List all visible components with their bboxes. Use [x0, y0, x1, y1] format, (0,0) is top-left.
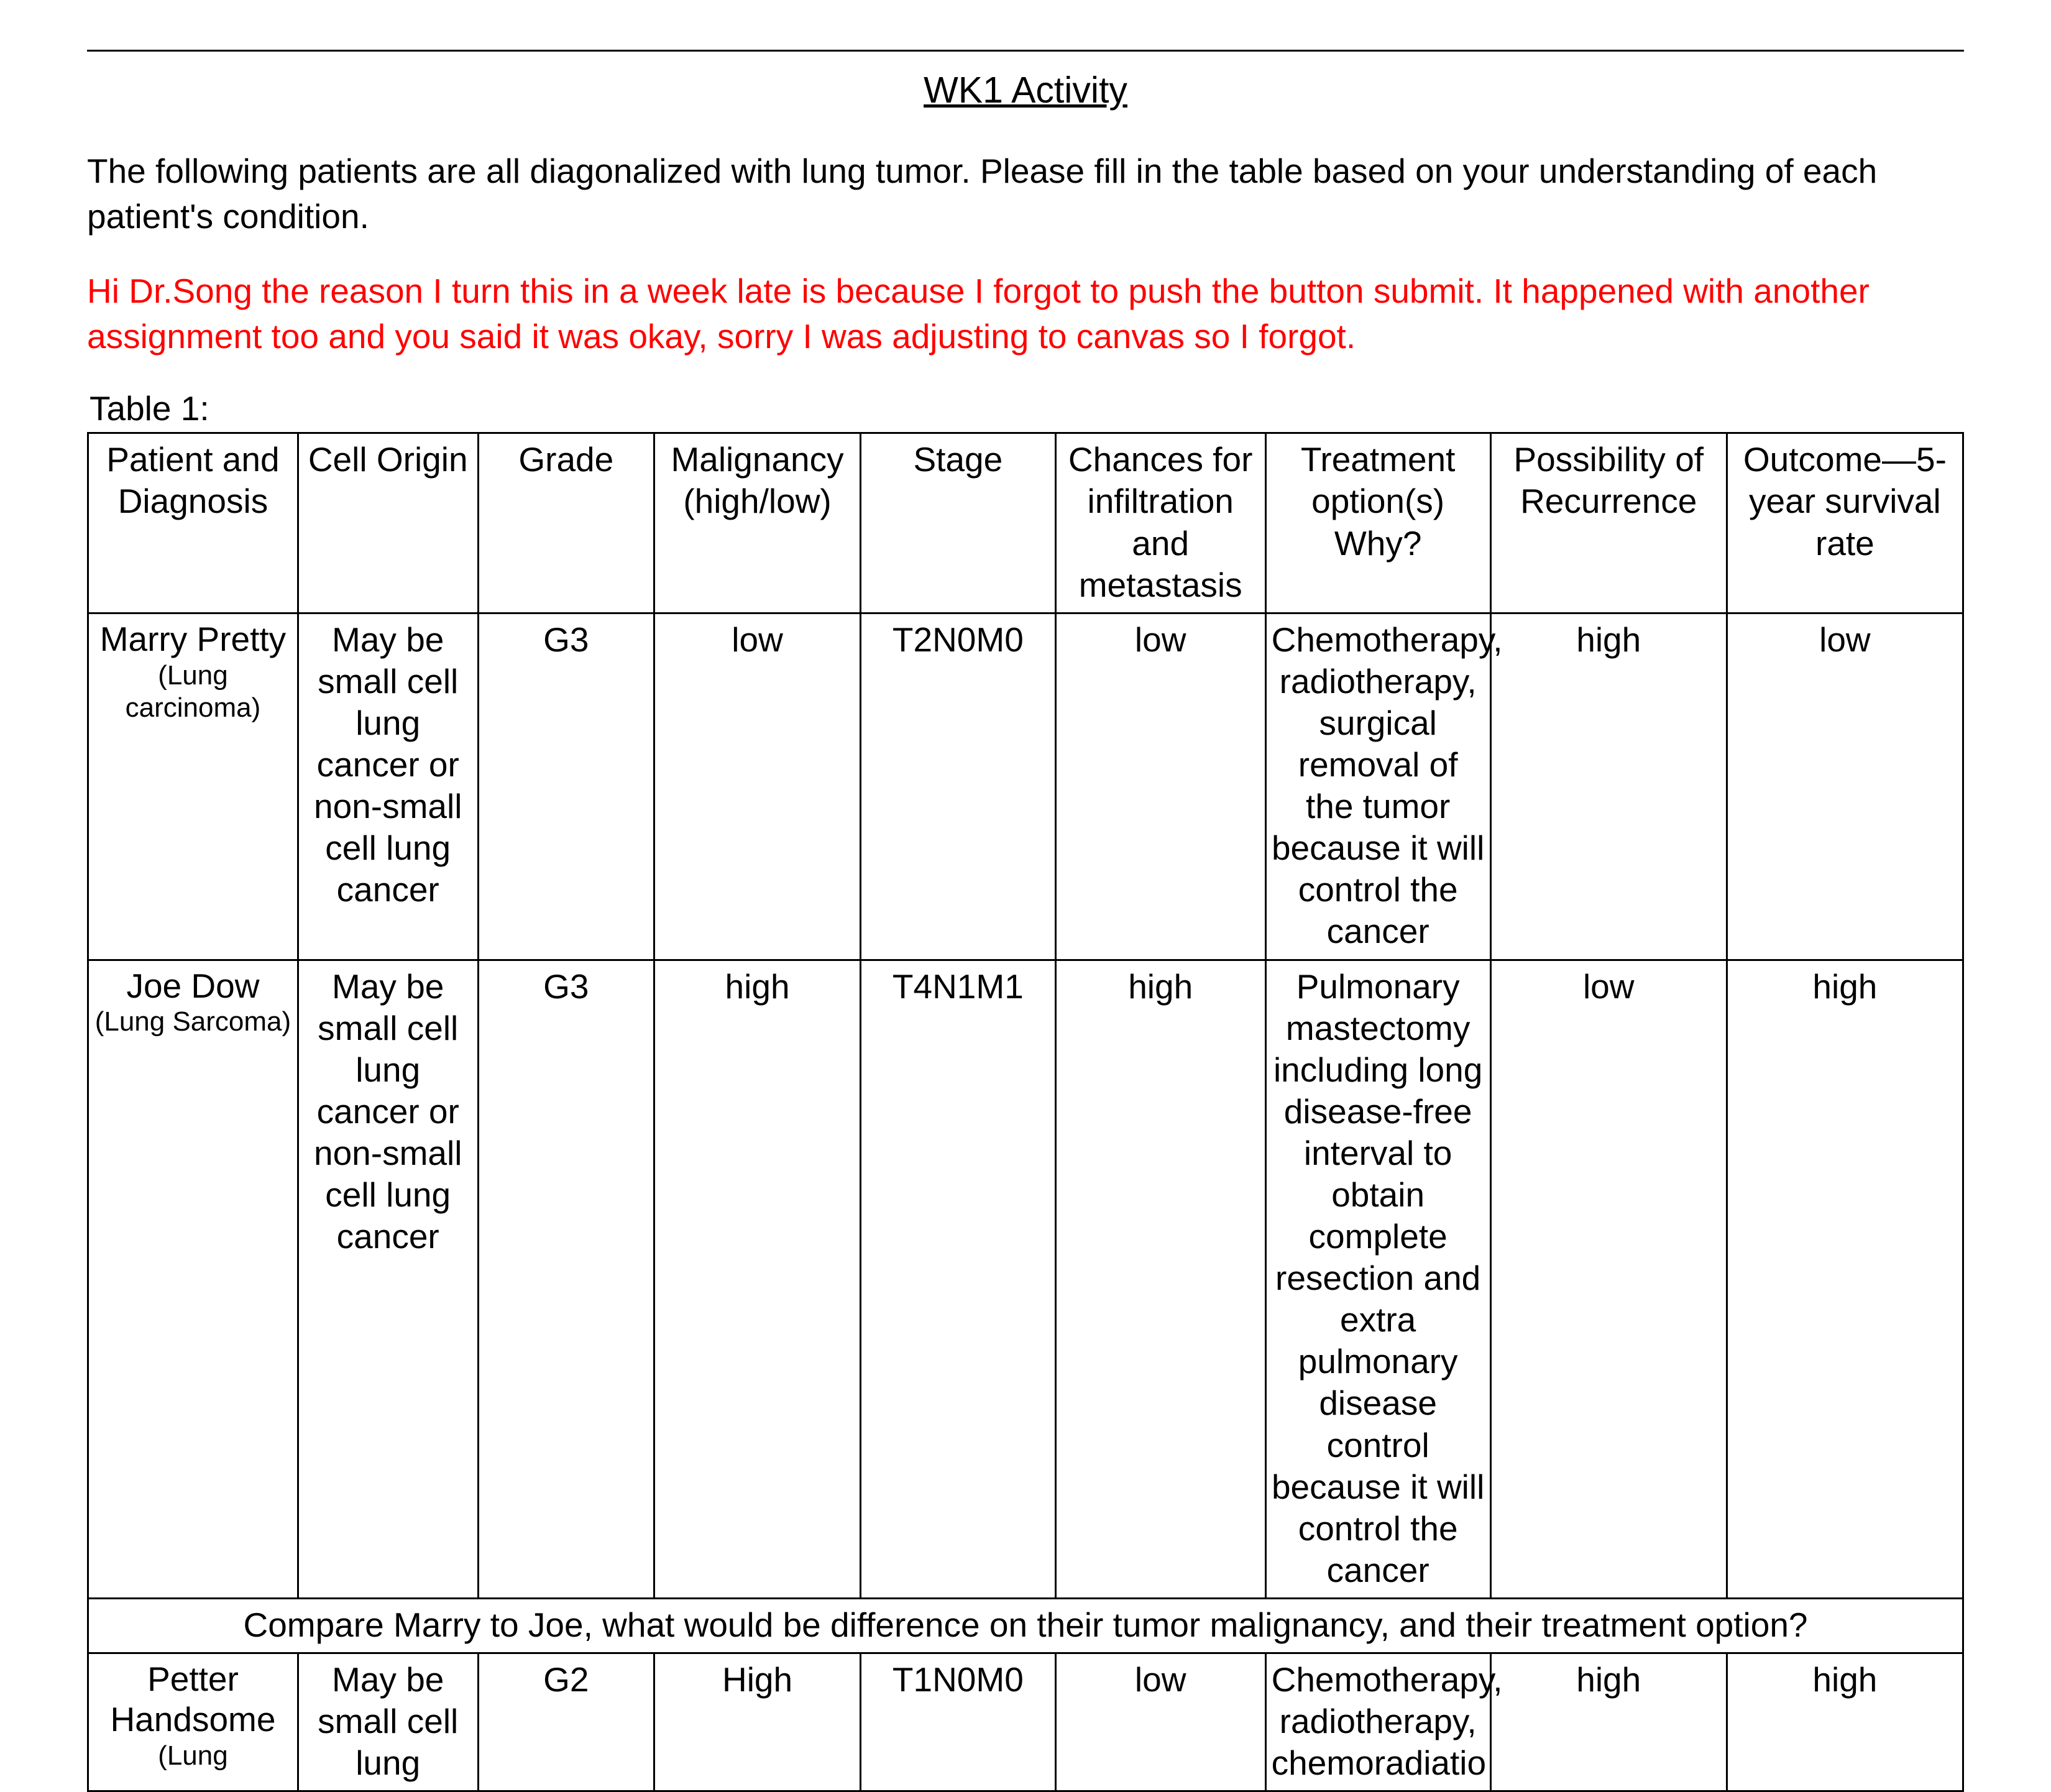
cell-outcome: high [1727, 960, 1963, 1598]
cell-grade: G3 [478, 613, 654, 960]
patient-name: Petter Handsome [94, 1659, 292, 1740]
cell-recurrence: high [1490, 613, 1727, 960]
cell-grade: G3 [478, 960, 654, 1598]
cell-origin: May be small cell lung cancer or non-sma… [298, 613, 478, 960]
col-patient: Patient and Diagnosis [88, 433, 298, 613]
cell-malignancy: high [654, 960, 861, 1598]
cell-outcome: high [1727, 1653, 1963, 1791]
cell-treatment: Pulmonary mastectomy including long dise… [1265, 960, 1490, 1598]
cell-patient: Joe Dow (Lung Sarcoma) [88, 960, 298, 1598]
late-submission-note: Hi Dr.Song the reason I turn this in a w… [87, 269, 1964, 359]
table-row: Petter Handsome (Lung May be small cell … [88, 1653, 1963, 1791]
cell-patient: Marry Pretty (Lung carcinoma) [88, 613, 298, 960]
table-row: Joe Dow (Lung Sarcoma) May be small cell… [88, 960, 1963, 1598]
comparison-question: Compare Marry to Joe, what would be diff… [88, 1598, 1963, 1653]
comparison-question-row: Compare Marry to Joe, what would be diff… [88, 1598, 1963, 1653]
cell-stage: T1N0M0 [860, 1653, 1055, 1791]
cell-patient: Petter Handsome (Lung [88, 1653, 298, 1791]
patient-name: Marry Pretty [94, 619, 292, 659]
cell-treatment: Chemotherapy, radiotherapy, chemoradiati… [1265, 1653, 1490, 1791]
cell-grade: G2 [478, 1653, 654, 1791]
col-recur: Possibility of Recurrence [1490, 433, 1727, 613]
cell-recurrence: low [1490, 960, 1727, 1598]
table-header: Patient and Diagnosis Cell Origin Grade … [88, 433, 1963, 613]
cell-outcome: low [1727, 613, 1963, 960]
patient-table: Patient and Diagnosis Cell Origin Grade … [87, 432, 1964, 1792]
cell-recurrence: high [1490, 1653, 1727, 1791]
cell-malignancy: low [654, 613, 861, 960]
col-treatment: Treatment option(s) Why? [1265, 433, 1490, 613]
col-grade: Grade [478, 433, 654, 613]
patient-diagnosis: (Lung [94, 1740, 292, 1772]
col-malig: Malignancy (high/low) [654, 433, 861, 613]
table-row: Marry Pretty (Lung carcinoma) May be sma… [88, 613, 1963, 960]
page-title: WK1 Activity [87, 69, 1964, 111]
cell-origin: May be small cell lung cancer or non-sma… [298, 960, 478, 1598]
col-stage: Stage [860, 433, 1055, 613]
cell-origin: May be small cell lung [298, 1653, 478, 1791]
cell-malignancy: High [654, 1653, 861, 1791]
cell-chances: high [1055, 960, 1265, 1598]
col-origin: Cell Origin [298, 433, 478, 613]
table-caption: Table 1: [89, 388, 1964, 428]
cell-chances: low [1055, 1653, 1265, 1791]
col-outcome: Outcome—5-year survival rate [1727, 433, 1963, 613]
patient-name: Joe Dow [94, 966, 292, 1006]
cell-treatment: Chemotherapy, radiotherapy, surgical rem… [1265, 613, 1490, 960]
top-rule [87, 50, 1964, 52]
intro-paragraph: The following patients are all diagonali… [87, 149, 1964, 239]
cell-stage: T2N0M0 [860, 613, 1055, 960]
patient-diagnosis: (Lung Sarcoma) [94, 1006, 292, 1038]
cell-chances: low [1055, 613, 1265, 960]
document-page: WK1 Activity The following patients are … [0, 0, 2051, 1585]
cell-stage: T4N1M1 [860, 960, 1055, 1598]
col-chances: Chances for infiltration and metastasis [1055, 433, 1265, 613]
table-header-row: Patient and Diagnosis Cell Origin Grade … [88, 433, 1963, 613]
patient-diagnosis: (Lung carcinoma) [94, 659, 292, 724]
